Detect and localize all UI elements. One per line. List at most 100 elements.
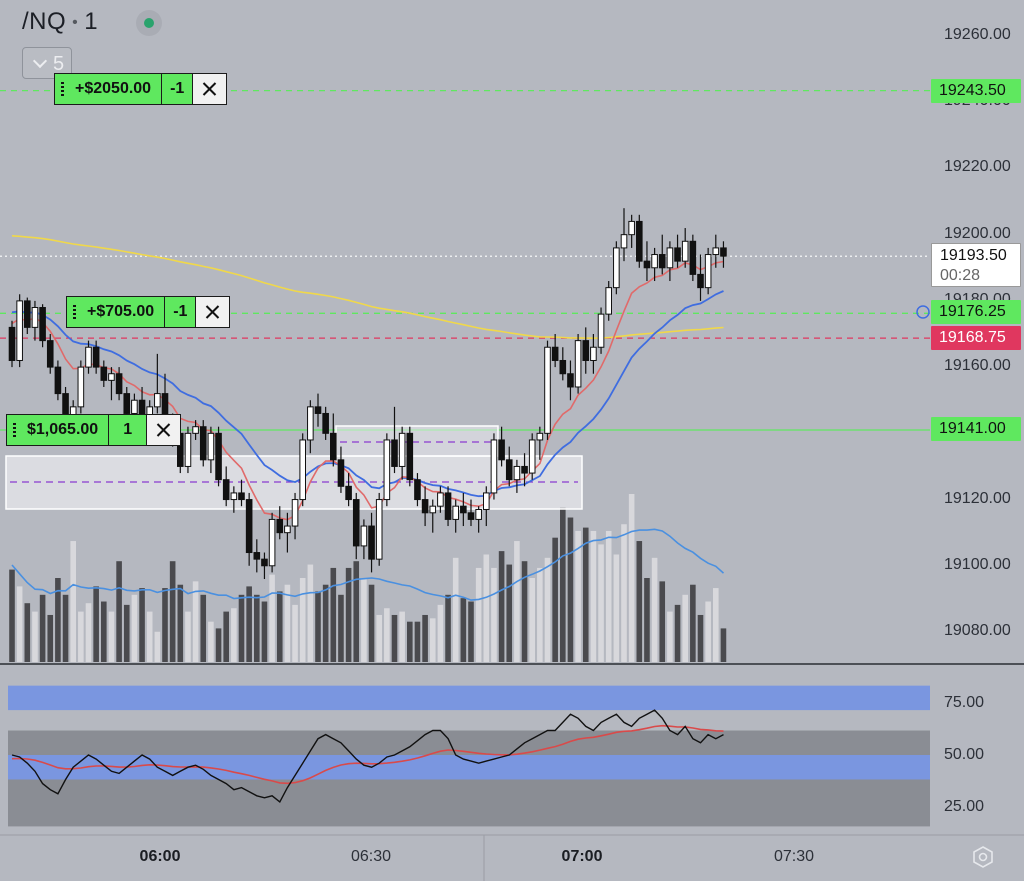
volume-bar [552, 537, 558, 662]
candle-up [544, 346, 551, 434]
order-pnl[interactable]: $1,065.00 [6, 414, 110, 446]
price-tick: 19100.00 [944, 555, 1011, 573]
volume-bar [506, 564, 513, 662]
candle-up [490, 439, 498, 494]
candle-down [39, 307, 46, 342]
volume-bar [567, 517, 574, 662]
candle-up [590, 346, 597, 361]
price-tick: 19260.00 [944, 26, 1011, 43]
order-pnl[interactable]: +$2050.00 [54, 73, 163, 105]
volume-bar [78, 611, 84, 662]
chevron-down-icon [32, 53, 48, 69]
volume-bar [674, 604, 681, 662]
candle-up [528, 439, 536, 474]
axes [0, 305, 1024, 881]
order-qty[interactable]: -1 [165, 296, 197, 328]
volume-bar [215, 628, 222, 662]
volume-bar [231, 608, 237, 662]
candle-down [414, 479, 421, 501]
sma-long-line [11, 235, 724, 340]
volume-bar [521, 561, 528, 662]
volume-bar [116, 561, 122, 662]
volume-bar [85, 603, 92, 662]
order-pnl[interactable]: +$705.00 [66, 296, 166, 328]
volume-bar [414, 621, 421, 662]
candle-up [268, 518, 276, 567]
volume-bar [185, 611, 191, 662]
volume-bar [9, 569, 15, 662]
candle-up [628, 220, 635, 236]
order-qty[interactable]: -1 [162, 73, 194, 105]
candle-up [16, 300, 23, 361]
candle-up [230, 492, 238, 501]
order-qty[interactable]: 1 [109, 414, 148, 446]
volume-bar [468, 601, 474, 662]
candle-up [383, 439, 391, 501]
candle-down [643, 260, 651, 269]
volume-bar [330, 567, 337, 662]
osc-mid-band [8, 755, 930, 780]
candle-down [567, 373, 574, 388]
close-icon[interactable] [196, 296, 231, 328]
candle-down [505, 459, 513, 481]
close-icon[interactable] [193, 73, 228, 105]
interval-label: 1 [84, 8, 99, 35]
volume-bar [16, 586, 23, 662]
candle-up [207, 432, 215, 461]
volume-bar [368, 584, 375, 662]
price-tick: 19120.00 [944, 489, 1011, 507]
volume-bar [123, 604, 130, 662]
time-label-0600: 06:00 [139, 848, 181, 865]
volume-bar [353, 561, 360, 662]
volume-bar [644, 578, 650, 662]
order-widget-target-1[interactable]: +$2050.00 -1 [54, 73, 228, 105]
candle-down [222, 479, 230, 501]
candle-up [108, 373, 115, 381]
candle-up [375, 499, 383, 560]
close-icon[interactable] [147, 414, 182, 446]
candle-down [352, 499, 360, 547]
separator-dot: • [72, 13, 79, 31]
price-tag-last: 19193.50 00:28 [931, 243, 1021, 287]
volume-bar [437, 604, 444, 662]
candle-down [406, 432, 414, 481]
candle-down [521, 465, 528, 474]
candle-up [437, 492, 444, 507]
candle-down [199, 426, 207, 461]
oscillator-lines [11, 709, 724, 803]
volume-bar [452, 557, 459, 662]
price-tick: 19200.00 [944, 224, 1011, 242]
candle-down [253, 552, 261, 560]
settings-hexagon-icon[interactable] [972, 846, 994, 868]
volume-bar [345, 567, 352, 662]
candle-down [54, 366, 62, 395]
candle-down [215, 432, 222, 481]
volume-bar [498, 551, 505, 662]
volume-bar [399, 611, 405, 662]
volume-bar [667, 611, 673, 662]
candle-down [8, 326, 16, 361]
candle-down [689, 240, 697, 275]
symbol-label: /NQ [22, 8, 67, 35]
candle-up [291, 499, 299, 527]
candle-down [322, 412, 329, 434]
candle-down [720, 247, 727, 257]
volume-bar [491, 567, 497, 662]
osc-overbought-band [8, 685, 930, 711]
candle-up [475, 508, 482, 520]
volume-bar [605, 530, 612, 662]
volume-ma-line [11, 528, 725, 601]
candle-up [299, 439, 306, 501]
order-widget-target-2[interactable]: +$705.00 -1 [66, 296, 231, 328]
candle-down [337, 459, 345, 487]
order-widget-entry[interactable]: $1,065.00 1 [6, 414, 182, 446]
symbol-header[interactable]: /NQ • 1 [22, 8, 98, 36]
volume-bar [24, 603, 31, 662]
price-tag-target-2: 19176.25 [931, 300, 1021, 324]
volume-bar [598, 544, 604, 662]
candle-up [666, 247, 674, 269]
volume-bar [39, 594, 46, 662]
candle-down [276, 518, 284, 534]
volume-bar [146, 611, 153, 662]
